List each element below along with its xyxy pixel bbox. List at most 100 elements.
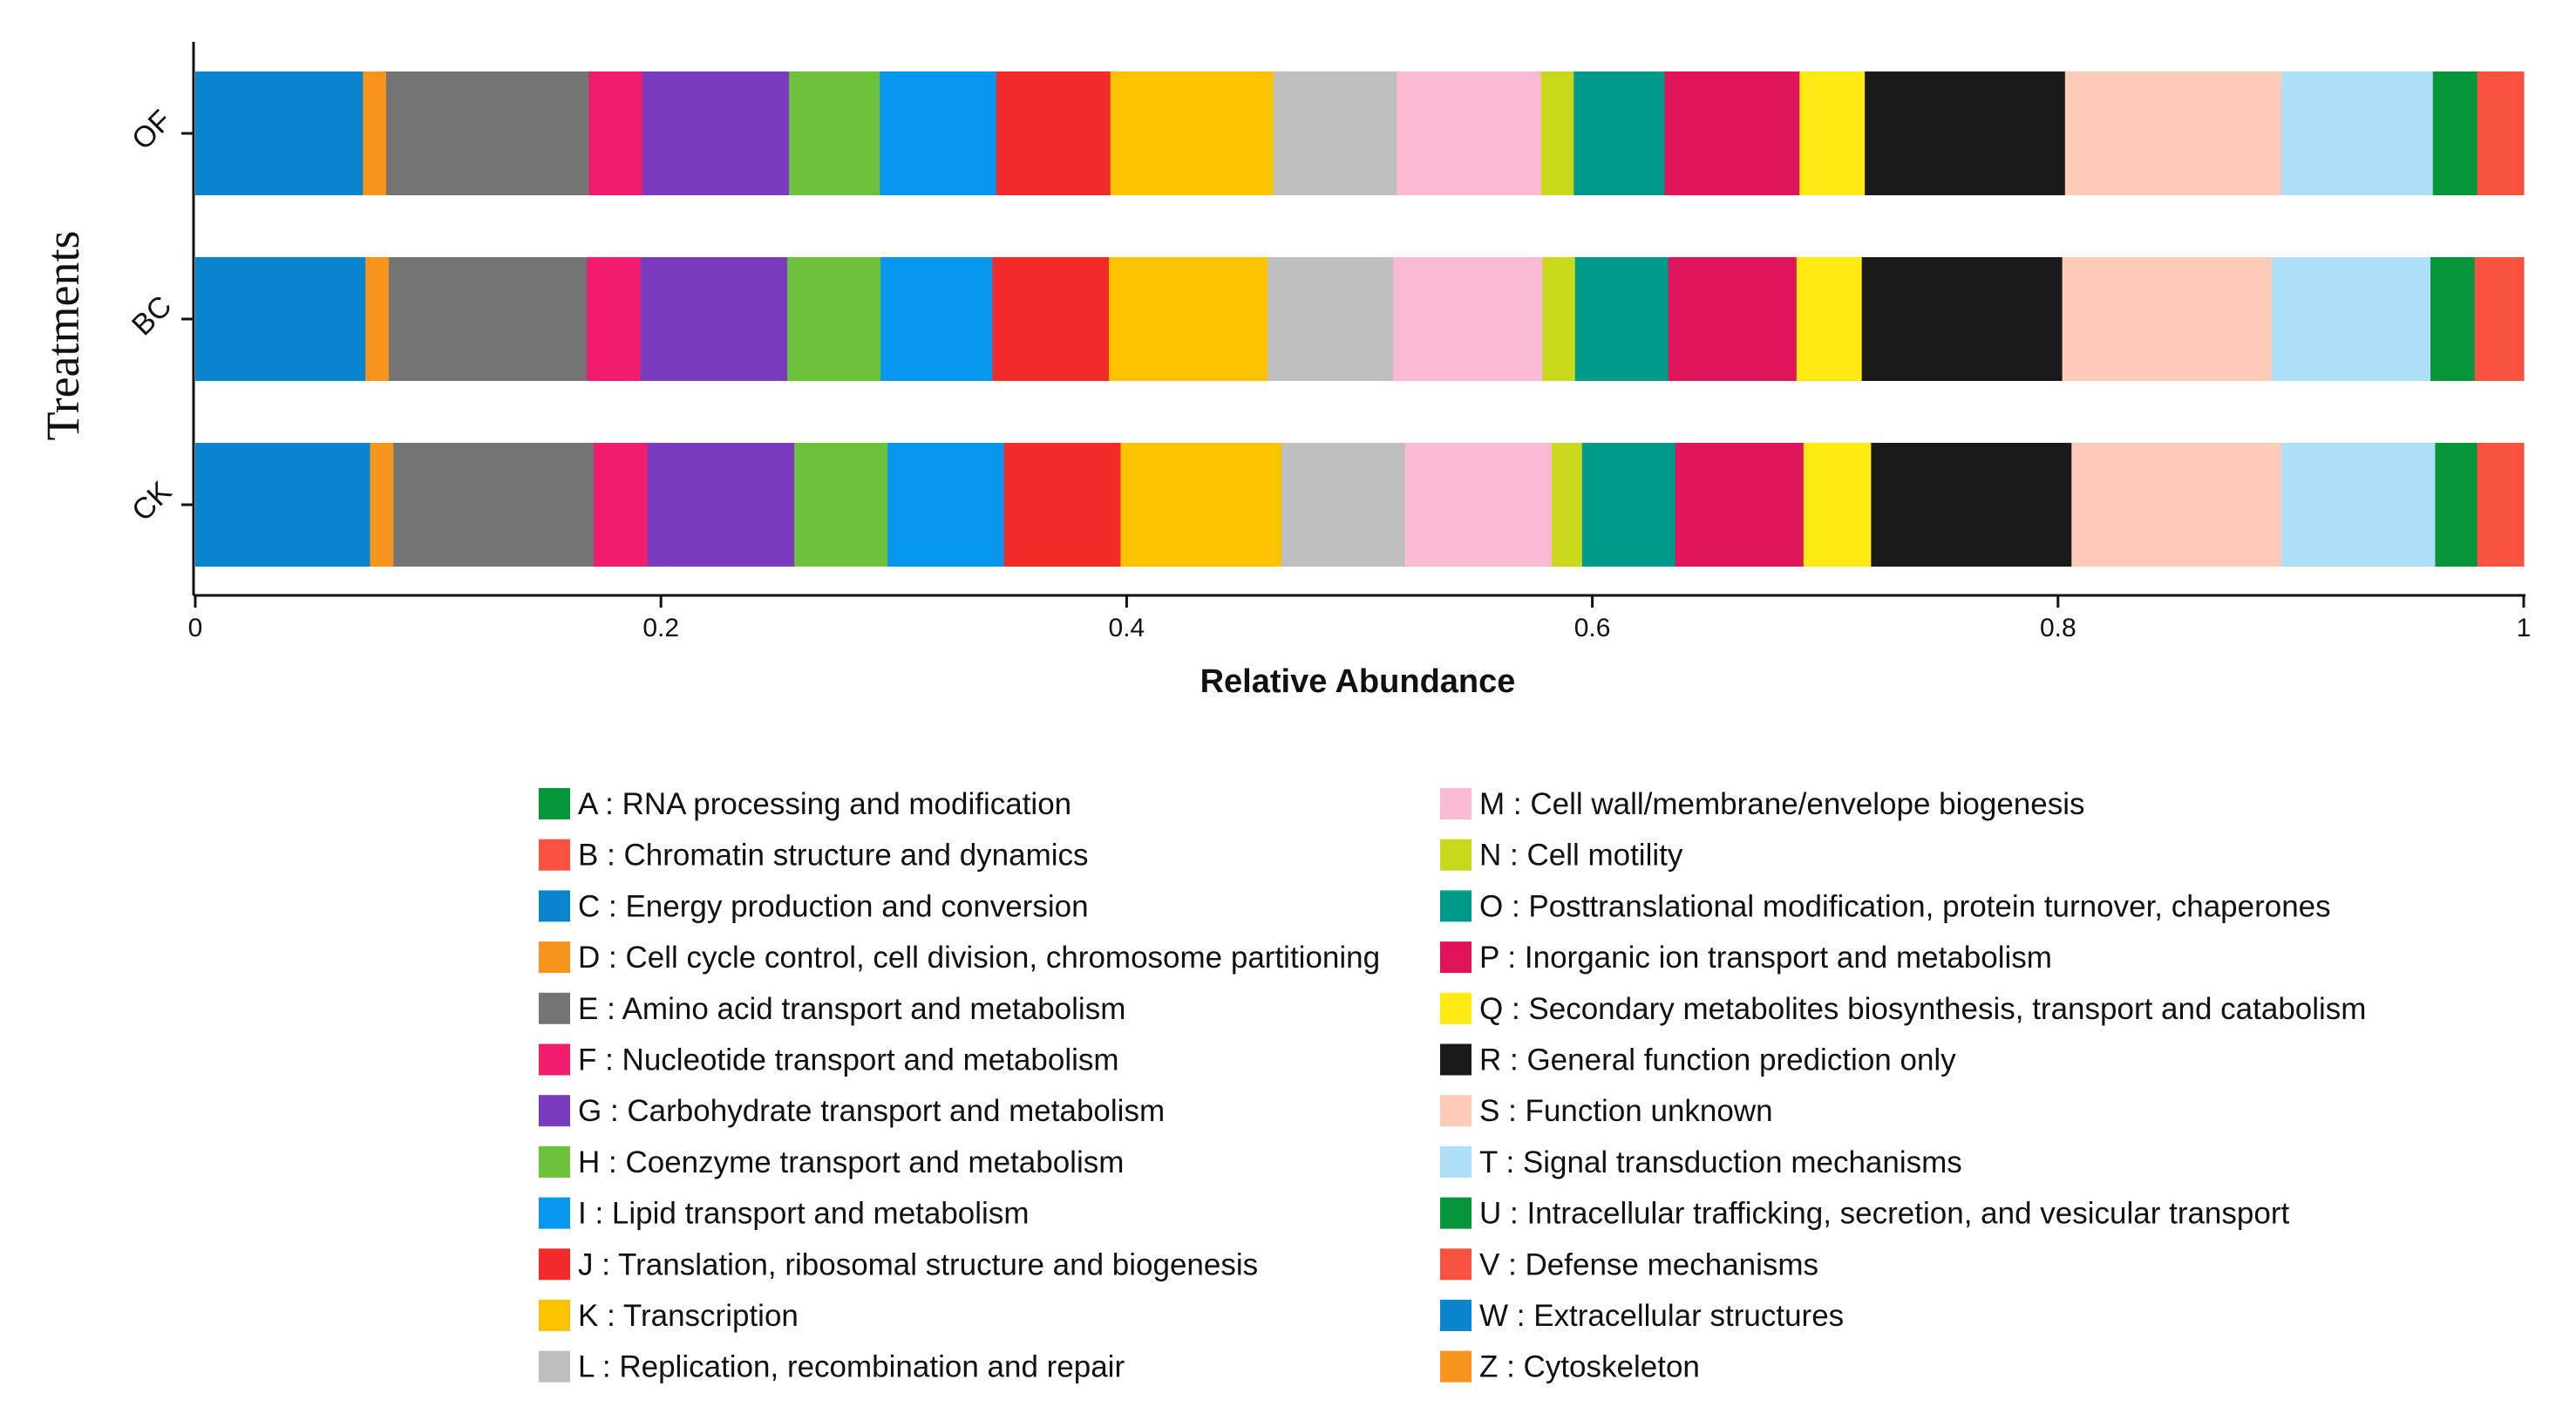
legend-label: D : Cell cycle control, cell division, c… xyxy=(578,941,1380,975)
bar-segment-of-d xyxy=(363,71,387,195)
bar-segment-of-f xyxy=(588,71,643,195)
x-tick-label: 0.6 xyxy=(1574,614,1611,642)
legend-label: Q : Secondary metabolites biosynthesis, … xyxy=(1479,992,2366,1026)
category-label-bc: BC xyxy=(126,289,178,342)
bar-segment-bc-t xyxy=(2272,257,2431,381)
legend-label: S : Function unknown xyxy=(1479,1094,1773,1128)
x-axis-label: Relative Abundance xyxy=(1200,663,1516,700)
bar-segment-of-t xyxy=(2281,71,2434,195)
bar-segment-of-c xyxy=(195,71,364,195)
bar-segment-of-l xyxy=(1273,71,1397,195)
bar-segment-bc-s xyxy=(2062,257,2273,381)
legend-label: H : Coenzyme transport and metabolism xyxy=(578,1145,1124,1179)
bar-segment-of-m xyxy=(1397,71,1542,195)
legend-swatch xyxy=(539,1300,570,1331)
bar-segment-bc-e xyxy=(388,257,588,381)
bar-segment-of-j xyxy=(996,71,1111,195)
bar-segment-ck-j xyxy=(1003,443,1122,567)
bar-segment-bc-l xyxy=(1267,257,1394,381)
legend-label: P : Inorganic ion transport and metaboli… xyxy=(1479,941,2052,975)
y-axis-label: Treatments xyxy=(37,231,89,441)
legend-swatch xyxy=(1440,992,1472,1024)
legend-swatch xyxy=(539,788,570,819)
category-label-of: OF xyxy=(126,104,178,156)
legend-swatch xyxy=(539,1043,570,1076)
legend-label: K : Transcription xyxy=(578,1299,799,1333)
bar-segment-of-r xyxy=(1865,71,2066,195)
y-ticks-group: OF BC CK xyxy=(126,104,194,527)
legend-label: B : Chromatin structure and dynamics xyxy=(578,839,1089,873)
bar-segment-ck-q xyxy=(1803,443,1872,567)
x-tick-label: 1 xyxy=(2517,614,2532,642)
legend-label: G : Carbohydrate transport and metabolis… xyxy=(578,1094,1165,1128)
bar-segment-bc-i xyxy=(880,257,993,381)
legend-swatch xyxy=(1440,1248,1472,1281)
legend-label: F : Nucleotide transport and metabolism xyxy=(578,1043,1119,1077)
bar-segment-bc-q xyxy=(1796,257,1863,381)
bar-segment-ck-n xyxy=(1552,443,1583,567)
bar-segment-ck-g xyxy=(647,443,795,567)
x-ticks-group: 0 0.2 0.4 0.6 0.8 1 xyxy=(188,595,2532,642)
bar-segment-ck-f xyxy=(594,443,649,567)
legend-swatch xyxy=(1440,1043,1472,1076)
bar-segment-ck-p xyxy=(1675,443,1805,567)
bar-segment-ck-m xyxy=(1404,443,1553,567)
bar-segment-of-u xyxy=(2432,71,2478,195)
legend-label: N : Cell motility xyxy=(1479,839,1683,873)
bar-segment-ck-h xyxy=(794,443,888,567)
bar-segment-of-s xyxy=(2064,71,2282,195)
legend-swatch xyxy=(1440,1350,1472,1383)
legend-swatch xyxy=(539,941,570,974)
bar-segment-bc-m xyxy=(1393,257,1543,381)
legend-label: T : Signal transduction mechanisms xyxy=(1479,1145,1962,1179)
legend-label: U : Intracellular trafficking, secretion… xyxy=(1479,1197,2289,1231)
legend-swatch xyxy=(539,1145,570,1178)
legend-swatch xyxy=(539,992,570,1024)
legend-swatch xyxy=(539,839,570,871)
x-tick-label: 0.8 xyxy=(2040,614,2076,642)
x-tick-label: 0.4 xyxy=(1109,614,1145,642)
legend-label: E : Amino acid transport and metabolism xyxy=(578,992,1125,1026)
bar-segment-bc-d xyxy=(365,257,390,381)
bar-segment-ck-k xyxy=(1120,443,1282,567)
bar-segment-ck-v xyxy=(2477,443,2525,567)
bar-segment-of-p xyxy=(1664,71,1800,195)
legend-swatch xyxy=(539,1350,570,1383)
legend-swatch xyxy=(539,1095,570,1127)
bar-segment-ck-o xyxy=(1581,443,1676,567)
bars-group xyxy=(195,71,2525,567)
legend-label: J : Translation, ribosomal structure and… xyxy=(578,1247,1258,1281)
bar-segment-of-k xyxy=(1110,71,1274,195)
legend-swatch xyxy=(1440,1197,1472,1229)
legend-swatch xyxy=(1440,1095,1472,1127)
legend-swatch xyxy=(1440,890,1472,922)
bar-segment-of-q xyxy=(1799,71,1866,195)
bar-segment-bc-r xyxy=(1861,257,2063,381)
bar-segment-ck-e xyxy=(393,443,595,567)
bar-segment-ck-d xyxy=(370,443,394,567)
bar-segment-bc-j xyxy=(992,257,1110,381)
legend-swatch xyxy=(1440,788,1472,819)
bar-segment-bc-h xyxy=(787,257,881,381)
bar-segment-ck-c xyxy=(195,443,371,567)
legend-label: L : Replication, recombination and repai… xyxy=(578,1350,1125,1384)
bar-segment-of-e xyxy=(386,71,589,195)
bar-segment-of-n xyxy=(1540,71,1574,195)
bar-segment-ck-t xyxy=(2280,443,2437,567)
bar-segment-bc-c xyxy=(195,257,366,381)
bar-segment-bc-u xyxy=(2430,257,2476,381)
bar-segment-of-i xyxy=(880,71,997,195)
legend-label: C : Energy production and conversion xyxy=(578,889,1089,923)
legend-swatch xyxy=(1440,1145,1472,1178)
legend-swatch xyxy=(1440,941,1472,974)
legend-swatch xyxy=(539,890,570,922)
bar-segment-bc-f xyxy=(587,257,642,381)
legend-swatch xyxy=(1440,839,1472,871)
legend-label: I : Lipid transport and metabolism xyxy=(578,1197,1029,1231)
legend-swatch xyxy=(1440,1300,1472,1331)
bar-segment-bc-v xyxy=(2474,257,2525,381)
legend: A : RNA processing and modification B : C… xyxy=(539,787,2366,1384)
legend-label: M : Cell wall/membrane/envelope biogenes… xyxy=(1479,787,2085,821)
x-tick-label: 0 xyxy=(188,614,203,642)
